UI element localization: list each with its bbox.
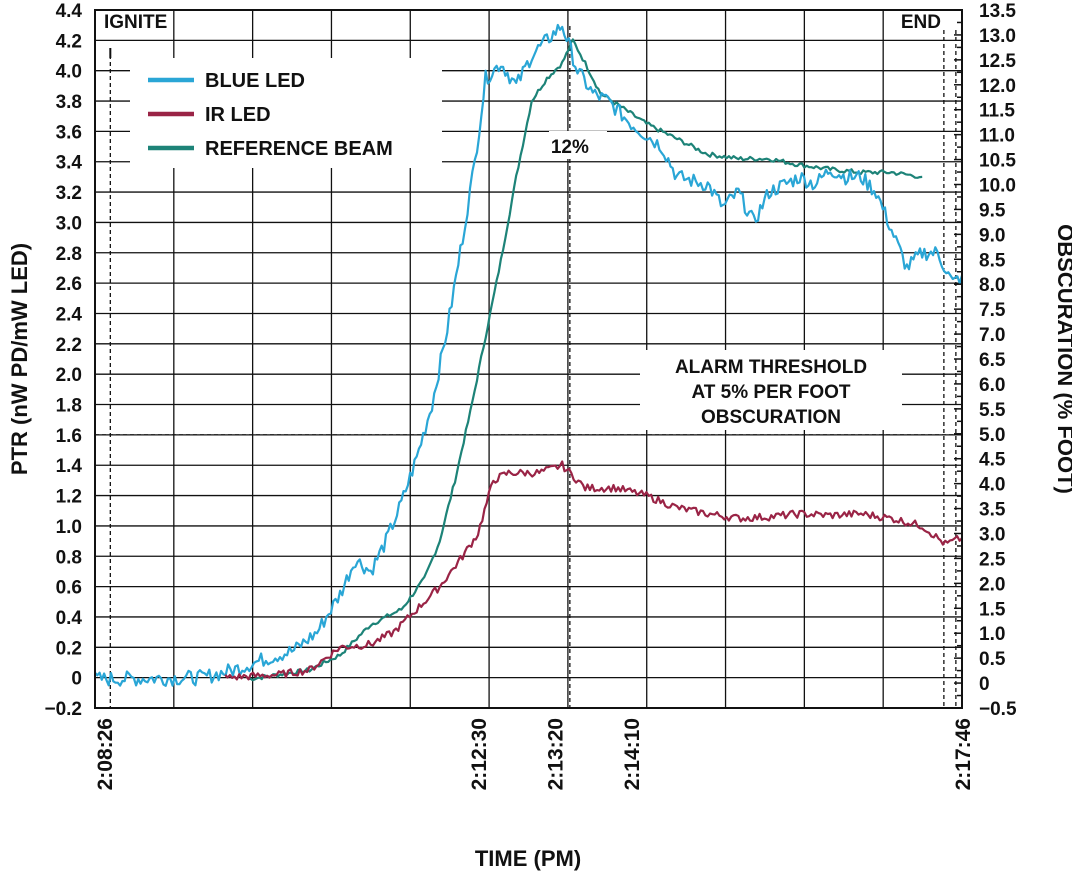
y-tick-left-label: 3.6 [56, 122, 82, 143]
ignite-label: IGNITE [104, 12, 167, 33]
peak-label-background [549, 131, 607, 159]
y-tick-right-label: 3.0 [979, 525, 1005, 546]
y-axis-left-title: PTR (nW PD/mW LED) [7, 243, 32, 475]
y-tick-left-label: 4.2 [56, 31, 82, 52]
y-tick-left-label: 0.2 [56, 638, 82, 659]
y-tick-right-label: 13.5 [979, 1, 1016, 22]
y-tick-right-label: 6.5 [979, 350, 1006, 371]
y-tick-right-label: −0.5 [979, 699, 1017, 720]
y-tick-right-label: 5.5 [979, 400, 1006, 421]
alarm-threshold-label-line2: AT 5% PER FOOT [691, 382, 850, 403]
peak-obscuration-label: 12% [551, 137, 589, 158]
y-tick-right-label: 2.5 [979, 549, 1006, 570]
y-tick-left-label: 0.6 [56, 578, 82, 599]
alarm-threshold-label-line1: ALARM THRESHOLD [675, 357, 867, 378]
alarm-threshold-label-line3: OBSCURATION [701, 407, 841, 428]
y-tick-left-label: 3.4 [56, 153, 83, 174]
y-tick-right-label: 8.5 [979, 250, 1006, 271]
y-tick-left-label: 0.4 [56, 608, 83, 629]
y-tick-right-label: 4.5 [979, 450, 1006, 471]
y-tick-left-label: 3.0 [56, 213, 82, 234]
y-tick-right-label: 1.5 [979, 599, 1006, 620]
y-tick-right-label: 7.5 [979, 300, 1006, 321]
y-tick-left-label: 2.8 [56, 244, 82, 265]
y-tick-right-label: 10.5 [979, 151, 1016, 172]
legend-label-reference-beam: REFERENCE BEAM [205, 138, 393, 160]
series-line-blue-led [94, 23, 964, 687]
legend-label-ir-led: IR LED [205, 104, 271, 126]
x-axis: 2:08:26 2:12:30 2:13:20 2:14:10 2:17:46 [94, 718, 975, 790]
end-label: END [901, 12, 941, 33]
y-tick-left-label: 0.8 [56, 547, 82, 568]
y-tick-left-label: −0.2 [44, 699, 82, 720]
y-tick-left-label: 1.2 [56, 487, 82, 508]
y-tick-right-label: 7.0 [979, 325, 1005, 346]
y-tick-right-label: 4.0 [979, 475, 1005, 496]
y-tick-right-label: 12.0 [979, 76, 1016, 97]
x-tick-label: 2:17:46 [952, 718, 975, 790]
y-tick-right-label: 8.0 [979, 275, 1005, 296]
series-layer [94, 23, 964, 687]
legend-label-blue-led: BLUE LED [205, 70, 305, 92]
y-tick-left-label: 4.0 [56, 62, 82, 83]
x-tick-label: 2:14:10 [621, 718, 644, 790]
right-axis: −0.5 0 0.5 1.0 1.5 2.0 2.5 3.0 3.5 4.0 4.5 5.0 5.5 6.… [954, 1, 1017, 720]
y-tick-left-label: 2.6 [56, 274, 82, 295]
y-tick-right-label: 0 [979, 674, 990, 695]
y-tick-right-label: 9.0 [979, 225, 1005, 246]
y-tick-left-label: 1.0 [56, 517, 82, 538]
y-tick-right-label: 10.0 [979, 176, 1016, 197]
grid [95, 10, 962, 708]
series-line-ir-led [224, 460, 963, 681]
left-axis: −0.2 0 0.2 0.4 0.6 0.8 1.0 1.2 1.4 1.6 1.8 2.0 2.2 2.… [44, 1, 82, 720]
y-tick-right-label: 1.0 [979, 624, 1005, 645]
y-tick-right-label: 6.0 [979, 375, 1005, 396]
y-tick-left-label: 4.4 [56, 1, 83, 22]
y-tick-right-label: 12.5 [979, 51, 1016, 72]
x-tick-label: 2:08:26 [94, 718, 117, 790]
y-tick-left-label: 0 [71, 669, 82, 690]
y-tick-left-label: 3.2 [56, 183, 82, 204]
y-tick-left-label: 2.2 [56, 335, 82, 356]
x-tick-label: 2:13:20 [545, 718, 568, 790]
y-tick-right-label: 5.0 [979, 425, 1005, 446]
y-tick-right-label: 13.0 [979, 26, 1016, 47]
y-axis-right-title: OBSCURATION (% FOOT) [1053, 224, 1072, 494]
y-tick-right-label: 11.0 [979, 126, 1015, 147]
y-tick-right-label: 0.5 [979, 649, 1006, 670]
y-tick-right-label: 3.5 [979, 500, 1006, 521]
y-tick-left-label: 1.6 [56, 426, 82, 447]
y-tick-left-label: 1.4 [56, 456, 83, 477]
y-tick-right-label: 9.5 [979, 200, 1006, 221]
y-tick-left-label: 2.4 [56, 304, 83, 325]
alarm-label-background [640, 350, 902, 430]
y-tick-left-label: 2.0 [56, 365, 82, 386]
y-tick-right-label: 11.5 [979, 101, 1015, 122]
y-tick-right-label: 2.0 [979, 574, 1005, 595]
legend: BLUE LED IR LED REFERENCE BEAM [148, 70, 393, 160]
x-axis-title: TIME (PM) [475, 846, 581, 871]
x-tick-label: 2:12:30 [468, 718, 491, 790]
series-line-reference-beam [247, 38, 923, 682]
y-tick-left-label: 1.8 [56, 396, 82, 417]
y-tick-left-label: 3.8 [56, 92, 82, 113]
